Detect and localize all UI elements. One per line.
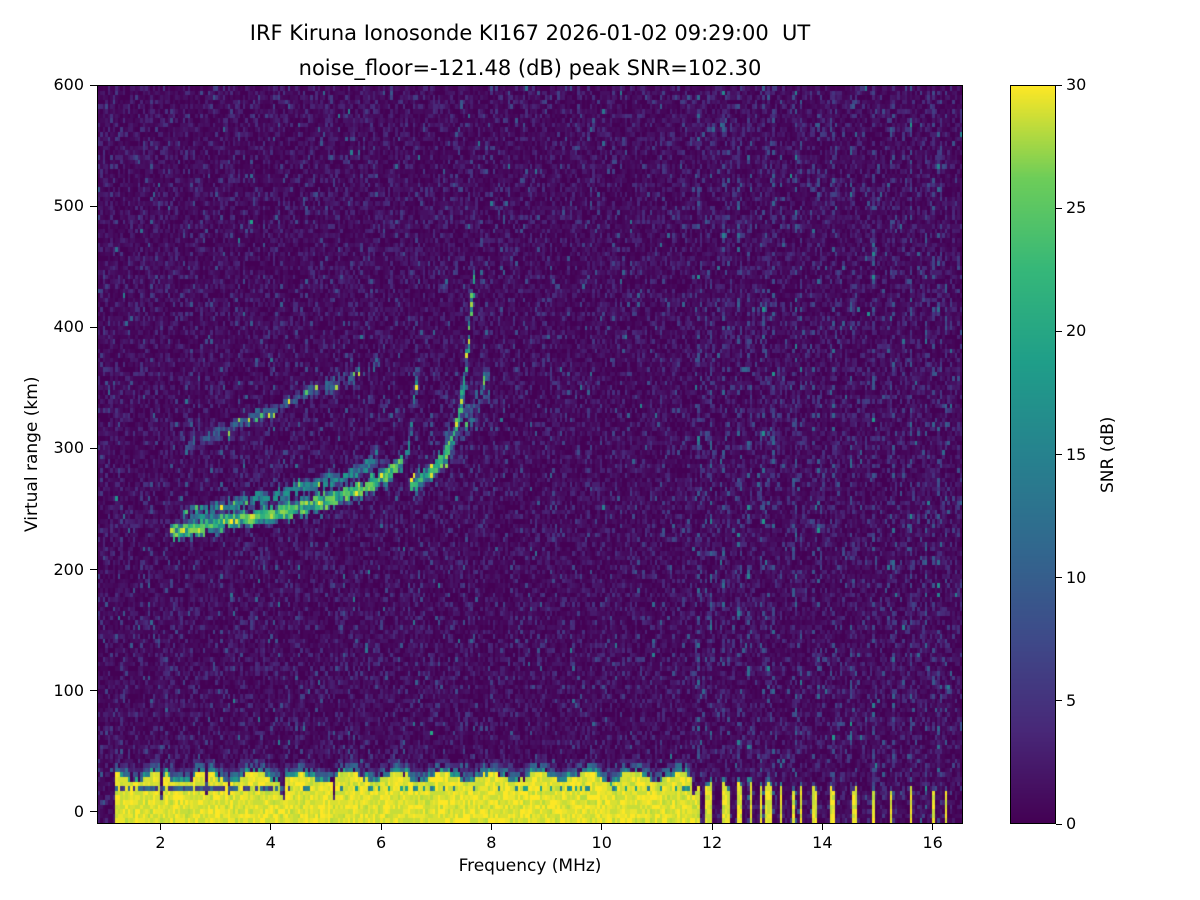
y-tick	[90, 84, 97, 86]
x-tick-label: 16	[922, 833, 943, 852]
colorbar-tick-label: 30	[1066, 75, 1087, 94]
x-tick-label: 8	[486, 833, 497, 852]
y-tick	[90, 326, 97, 328]
x-tick-label: 14	[812, 833, 833, 852]
x-tick	[380, 824, 382, 830]
colorbar-tick	[1056, 577, 1062, 579]
y-tick-label: 100	[53, 680, 84, 700]
colorbar-tick-label: 25	[1066, 198, 1087, 218]
chart-title-line2: noise_floor=-121.48 (dB) peak SNR=102.30	[298, 56, 762, 80]
y-tick	[90, 447, 97, 449]
colorbar-tick	[1056, 823, 1062, 825]
y-tick-label: 600	[53, 75, 84, 94]
y-tick	[90, 690, 97, 692]
x-tick	[601, 824, 603, 830]
colorbar-tick-label: 5	[1066, 690, 1077, 710]
colorbar-tick-label: 10	[1066, 567, 1087, 587]
y-tick-label: 500	[53, 196, 84, 216]
y-tick	[90, 811, 97, 813]
colorbar-tick	[1056, 454, 1062, 455]
y-tick-label: 400	[53, 317, 84, 337]
x-tick	[821, 824, 823, 830]
colorbar-tick	[1056, 84, 1062, 86]
y-tick-label: 200	[53, 559, 84, 579]
colorbar-tick-label: 0	[1066, 814, 1077, 833]
ionogram-heatmap-canvas	[98, 86, 962, 823]
x-tick-label: 10	[591, 833, 612, 852]
y-tick	[90, 569, 97, 571]
x-tick-label: 2	[155, 833, 166, 852]
colorbar	[1010, 85, 1056, 824]
x-tick-label: 12	[701, 833, 723, 852]
x-tick	[490, 824, 492, 830]
y-tick-label: 0	[73, 801, 84, 821]
x-tick	[159, 824, 161, 830]
x-tick	[270, 824, 272, 830]
colorbar-tick	[1056, 207, 1062, 209]
y-tick-label: 300	[53, 438, 84, 458]
colorbar-tick	[1056, 700, 1062, 702]
y-tick	[90, 205, 97, 207]
x-axis-label: Frequency (MHz)	[458, 856, 602, 876]
x-tick-label: 4	[265, 833, 276, 852]
x-tick	[932, 824, 934, 830]
colorbar-tick-label: 15	[1066, 444, 1087, 464]
x-tick	[711, 824, 713, 830]
chart-title-line1: IRF Kiruna Ionosonde KI167 2026-01-02 09…	[249, 21, 811, 45]
x-tick-label: 6	[375, 833, 387, 852]
plot-area	[97, 85, 963, 824]
colorbar-gradient	[1011, 86, 1055, 823]
colorbar-tick-label: 20	[1066, 321, 1087, 341]
colorbar-tick	[1056, 330, 1062, 332]
